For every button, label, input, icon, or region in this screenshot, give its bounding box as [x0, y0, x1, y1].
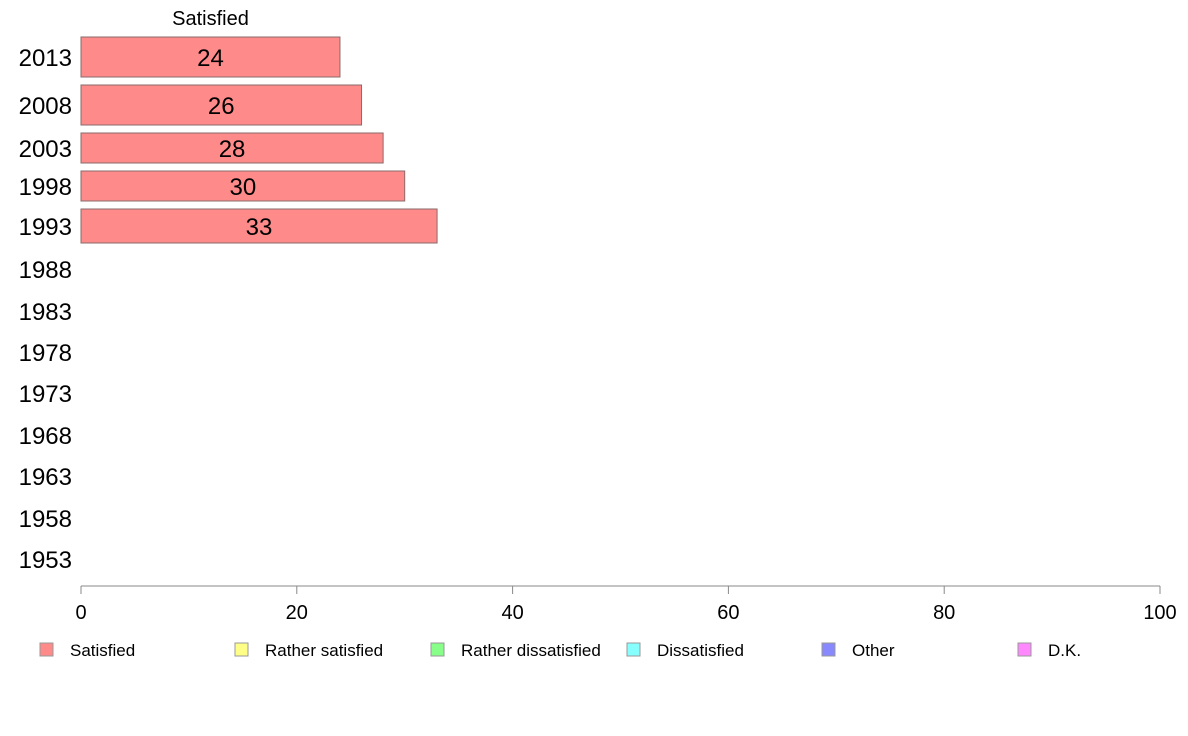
y-tick-label: 2013: [19, 45, 72, 72]
legend-swatch: [821, 642, 836, 657]
y-tick-label: 1983: [19, 299, 72, 326]
legend-label: Satisfied: [70, 641, 135, 660]
bar: [80, 170, 406, 202]
legend-label: Rather satisfied: [265, 641, 383, 660]
legend-swatch: [1017, 642, 1032, 657]
legend-swatch: [430, 642, 445, 657]
bar: [80, 132, 384, 164]
x-tick-label: 100: [1143, 602, 1176, 624]
legend-swatch: [39, 642, 54, 657]
y-tick-label: 1973: [19, 381, 72, 408]
legend-label: Rather dissatisfied: [461, 641, 601, 660]
y-tick-label: 1963: [19, 464, 72, 491]
legend-swatch: [626, 642, 641, 657]
x-tick-label: 80: [933, 602, 955, 624]
legend-label: Other: [852, 641, 895, 660]
legend-label: D.K.: [1048, 641, 1081, 660]
y-tick-label: 2008: [19, 93, 72, 120]
x-tick-label: 20: [286, 602, 308, 624]
data-label: 28: [219, 136, 246, 163]
legend-label: Dissatisfied: [657, 641, 744, 660]
y-tick-label: 1988: [19, 257, 72, 284]
data-label: 24: [197, 45, 224, 72]
y-tick-label: 2003: [19, 136, 72, 163]
bar: [80, 84, 363, 126]
x-tick-label: 0: [75, 602, 86, 624]
bar: [80, 36, 341, 78]
x-tick-label: 60: [717, 602, 739, 624]
series-header: Satisfied: [172, 8, 249, 30]
y-tick-label: 1978: [19, 340, 72, 367]
y-tick-label: 1998: [19, 174, 72, 201]
y-tick-label: 1993: [19, 214, 72, 241]
bar: [80, 208, 438, 244]
y-tick-label: 1968: [19, 423, 72, 450]
legend-swatch: [234, 642, 249, 657]
data-label: 26: [208, 93, 235, 120]
x-tick-label: 40: [501, 602, 523, 624]
data-label: 30: [229, 174, 256, 201]
y-tick-label: 1958: [19, 506, 72, 533]
data-label: 33: [246, 214, 273, 241]
y-tick-label: 1953: [19, 547, 72, 574]
